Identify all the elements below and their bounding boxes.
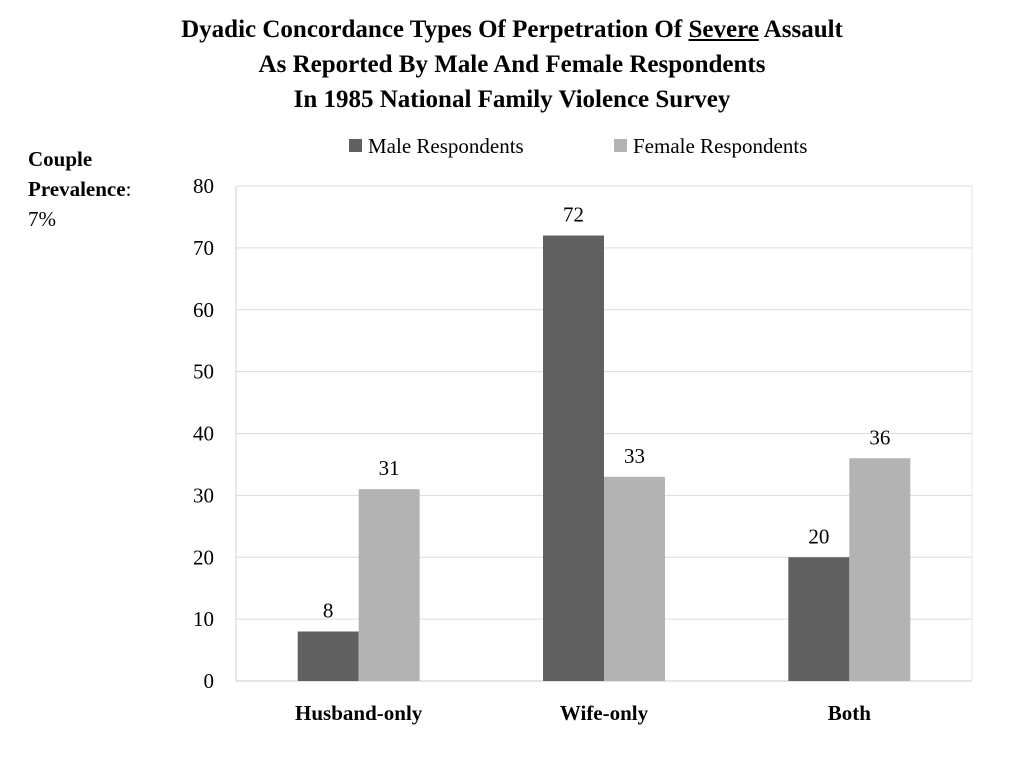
chart-title: Dyadic Concordance Types Of Perpetration… <box>0 12 1024 117</box>
y-tick-label: 30 <box>193 483 214 507</box>
bar <box>788 557 850 681</box>
note-value: 7% <box>28 207 56 231</box>
bar <box>297 631 359 681</box>
data-label: 8 <box>323 599 334 623</box>
y-tick-label: 50 <box>193 360 214 384</box>
note-line-2: Prevalence <box>28 177 126 201</box>
bar <box>849 458 911 681</box>
legend-swatch <box>349 139 362 152</box>
data-label: 36 <box>869 425 890 449</box>
title-line-3: In 1985 National Family Violence Survey <box>293 86 731 113</box>
data-label: 33 <box>624 444 645 468</box>
y-tick-label: 20 <box>193 545 214 569</box>
x-category-label: Husband-only <box>295 701 423 725</box>
title-line-2: As Reported By Male And Female Responden… <box>258 51 766 78</box>
data-label: 72 <box>563 203 584 227</box>
y-tick-label: 80 <box>193 174 214 198</box>
x-category-label: Wife-only <box>560 701 649 725</box>
legend-swatch <box>614 139 627 152</box>
x-category-label: Both <box>828 701 872 725</box>
data-label: 31 <box>379 456 400 480</box>
data-label: 20 <box>808 524 829 548</box>
title-emphasis: Severe <box>688 16 759 43</box>
bar <box>358 489 420 681</box>
note-line-1: Couple <box>28 147 93 171</box>
title-line-1: Dyadic Concordance Types Of Perpetration… <box>181 16 843 43</box>
y-tick-label: 60 <box>193 298 214 322</box>
y-tick-label: 0 <box>204 669 215 693</box>
legend-label: Male Respondents <box>368 134 524 158</box>
bar <box>543 235 604 681</box>
y-tick-label: 40 <box>193 422 214 446</box>
legend-label: Female Respondents <box>633 134 807 158</box>
couple-prevalence-note: Couple Prevalence: 7% <box>28 144 131 234</box>
y-tick-label: 10 <box>193 607 214 631</box>
bar <box>604 476 665 681</box>
y-tick-label: 70 <box>193 236 214 260</box>
